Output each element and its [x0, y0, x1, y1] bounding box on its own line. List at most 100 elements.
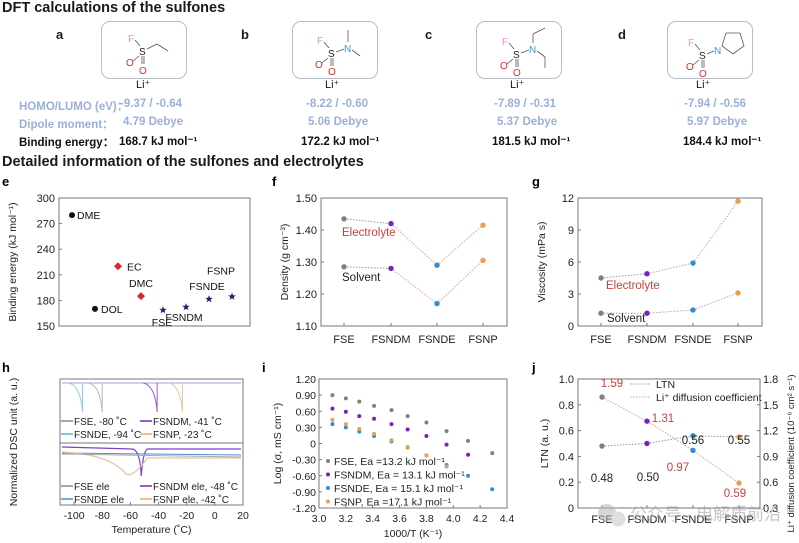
- atom-n: N: [344, 44, 351, 55]
- data-point-electrolyte: [598, 275, 604, 281]
- data-point-fsnde: [205, 295, 213, 303]
- section-title-detailed: Detailed information of the sulfones and…: [2, 154, 364, 170]
- y-tick-label: 12: [562, 193, 574, 205]
- molecule-box-fsnde: F S N O O: [476, 21, 562, 79]
- y-tick-label: -0.90: [292, 487, 316, 499]
- x-tick-label: -80: [95, 510, 110, 522]
- legend-marker: [326, 499, 330, 504]
- data-point-fsndm: [330, 406, 335, 411]
- series-segment-diffusion: [646, 420, 694, 451]
- atom-s: S: [328, 49, 335, 60]
- atom-o: O: [699, 69, 707, 78]
- data-point-fsndm: [424, 433, 429, 438]
- legend-label: Li⁺ diffusion coefficient: [656, 392, 762, 404]
- point-label: FSNDM: [165, 312, 202, 324]
- data-point-dmc: [137, 292, 145, 301]
- y-tick-label: 210: [37, 270, 55, 282]
- homo-lumo-d: -7.94 / -0.56: [684, 98, 747, 110]
- x-tick-label: FSNDE: [674, 514, 711, 526]
- data-label-ltn: 0.48: [591, 473, 613, 485]
- series-segment-diffusion: [692, 449, 740, 484]
- data-point-fsnde: [466, 473, 471, 478]
- y-tick-label: -0.30: [292, 455, 316, 467]
- data-point-fse: [372, 403, 377, 408]
- legend-marker: [326, 472, 330, 477]
- dsc-curve-fse-ele: [61, 453, 242, 458]
- chart-j-frame: [577, 378, 761, 509]
- data-point-ltn: [644, 440, 650, 447]
- data-point-ltn: [599, 443, 605, 449]
- panel-label-d: d: [618, 27, 626, 42]
- x-tick-label: FSNDM: [627, 514, 666, 526]
- dsc-peak-fsnp: [168, 382, 183, 413]
- series-segment-electrolyte: [600, 273, 648, 279]
- chart-e-frame: [58, 197, 251, 327]
- chart-h-frame: [59, 378, 244, 506]
- data-point-fsndm: [405, 427, 410, 432]
- x-tick-label: 3.8: [419, 513, 434, 525]
- point-label: DMC: [129, 278, 153, 290]
- x-tick-label: -60: [123, 510, 138, 522]
- chart-g-viscosity: 12 9 6 3 0 FSE FSNDM FSNDE FSNP Viscosity (mPa s)…: [536, 193, 763, 346]
- legend-label: FSE ele: [74, 482, 110, 493]
- molecule-structure-fsndm: F S N O O: [315, 30, 361, 78]
- atom-f: F: [317, 36, 323, 47]
- molecule-structure-fsnp: F S N O O: [686, 32, 745, 80]
- data-label-diffusion: 1.59: [601, 378, 623, 390]
- legend-label: FSE, -80 ˚C: [74, 416, 127, 428]
- y-tick-label: 1.30: [296, 257, 317, 269]
- series-segment-electrolyte: [692, 200, 739, 264]
- series-segment-solvent: [646, 309, 694, 314]
- data-point-fsndm: [466, 452, 471, 457]
- y-tick-label: 9: [568, 225, 574, 237]
- data-point-solvent: [644, 310, 650, 316]
- y2-axis-title: Li⁺ diffusion coefficient (10⁻⁶ cm² s⁻¹): [786, 375, 797, 533]
- x-tick-label: FSNDM: [371, 334, 410, 346]
- homo-lumo-c: -7.89 / -0.31: [494, 98, 557, 110]
- panel-label-j: j: [531, 360, 536, 375]
- data-label-diffusion: 1.31: [652, 413, 674, 425]
- data-label-ltn: 0.50: [637, 472, 659, 484]
- x-tick-label: -40: [151, 510, 166, 522]
- row-label-dipole: Dipole moment：: [19, 119, 114, 131]
- x-tick-label: FSNDE: [418, 334, 455, 346]
- data-point-fsnp: [405, 445, 410, 450]
- data-point-fsnp: [330, 417, 335, 422]
- x-tick-label: 4.0: [446, 513, 461, 525]
- li-ion-a: Li⁺: [136, 79, 151, 91]
- data-point-fsnp: [357, 426, 362, 431]
- point-label: EC: [127, 261, 142, 273]
- panel-label-g: g: [532, 174, 540, 189]
- legend-label: FSNP ele, -42 ˚C: [153, 494, 229, 506]
- section-title-dft: DFT calculations of the sulfones: [2, 0, 226, 16]
- dipole-c: 5.37 Debye: [497, 116, 558, 128]
- chart-f-frame: [320, 197, 508, 327]
- atom-n: N: [714, 46, 721, 57]
- x-tick-label: FSNDM: [627, 334, 666, 346]
- homo-lumo-a: -9.37 / -0.64: [120, 98, 183, 110]
- data-point-fsndm: [343, 409, 348, 414]
- data-point-fse: [330, 393, 335, 398]
- y-axis-title: Log (σ, mS cm⁻¹): [272, 403, 284, 484]
- panel-label-f: f: [272, 174, 277, 189]
- data-point-fsndm: [389, 422, 394, 427]
- dsc-curve-fsnde-ele: [61, 452, 242, 456]
- x-tick-label: 3.4: [365, 513, 380, 525]
- y2-tick-label: 1.8: [763, 374, 778, 386]
- series-segment-solvent: [390, 268, 438, 304]
- legend-label: FSNDM, Ea = 13.1 kJ mol⁻¹: [334, 470, 465, 482]
- series-segment-electrolyte: [646, 262, 694, 275]
- panel-label-e: e: [2, 174, 9, 189]
- dipole-d: 5.97 Debye: [687, 116, 748, 128]
- series-segment-ltn: [601, 443, 648, 447]
- molecule-structure-fse: F S O O: [126, 34, 169, 77]
- chart-j-ltn-diffusion: 1.00.80.60.40.201.81.51.20.90.60.3FSEFSN…: [539, 374, 797, 533]
- data-point-fse: [389, 408, 394, 413]
- series-label-solvent: Solvent: [607, 313, 646, 325]
- series-segment-solvent: [436, 260, 484, 304]
- x-tick-label: 3.0: [312, 513, 327, 525]
- data-point-fsnp: [389, 438, 394, 443]
- atom-f: F: [128, 34, 134, 45]
- legend-label: FSE, Ea =13.2 kJ mol⁻¹: [334, 456, 445, 468]
